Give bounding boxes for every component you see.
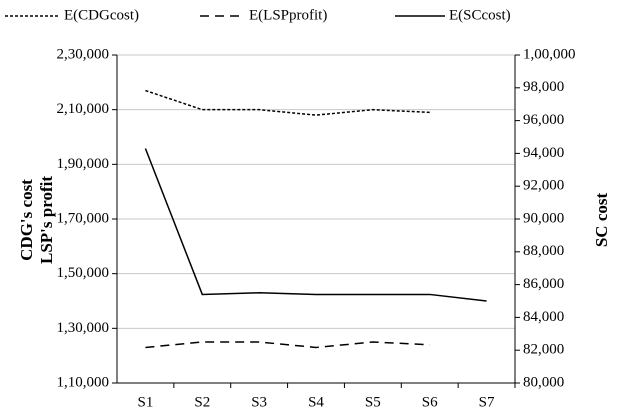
- x-tick-label: S6: [422, 394, 438, 410]
- y2-tick-label: 86,000: [523, 276, 564, 292]
- series-line: [144, 148, 487, 302]
- y2-tick-label: 96,000: [523, 112, 564, 128]
- y-tick-label: 1,10,000: [57, 374, 110, 390]
- y2-tick-label: 98,000: [523, 79, 564, 95]
- series-line: [145, 89, 430, 116]
- x-tick-label: S2: [194, 394, 210, 410]
- series-line: [145, 341, 430, 349]
- y2-tick-label: 1,00,000: [523, 46, 576, 62]
- x-tick-label: S5: [365, 394, 381, 410]
- x-tick-label: S4: [308, 394, 324, 410]
- y-tick-label: 1,90,000: [57, 156, 110, 172]
- y2-tick-label: 80,000: [523, 374, 564, 390]
- x-tick-label: S3: [251, 394, 267, 410]
- legend-label: E(SCcost): [449, 7, 511, 23]
- y2-tick-label: 90,000: [523, 210, 564, 226]
- y-tick-label: 2,30,000: [57, 46, 110, 62]
- y2-tick-label: 88,000: [523, 243, 564, 259]
- y2-tick-label: 94,000: [523, 145, 564, 161]
- y-tick-label: 1,30,000: [57, 320, 110, 336]
- x-tick-label: S1: [138, 394, 154, 410]
- y-axis-title: CDG's cost: [17, 179, 36, 261]
- y-tick-label: 1,70,000: [57, 210, 110, 226]
- legend-label: E(CDGcost): [64, 7, 139, 23]
- x-tick-label: S7: [479, 394, 495, 410]
- y-axis-title: LSP's profit: [37, 176, 56, 264]
- y2-tick-label: 82,000: [523, 342, 564, 358]
- y2-axis-title: SC cost: [592, 193, 611, 248]
- y2-tick-label: 84,000: [523, 309, 564, 325]
- legend-label: E(LSPprofit): [249, 7, 327, 23]
- y2-tick-label: 92,000: [523, 178, 564, 194]
- y-tick-label: 1,50,000: [57, 265, 110, 281]
- y-tick-label: 2,10,000: [57, 101, 110, 117]
